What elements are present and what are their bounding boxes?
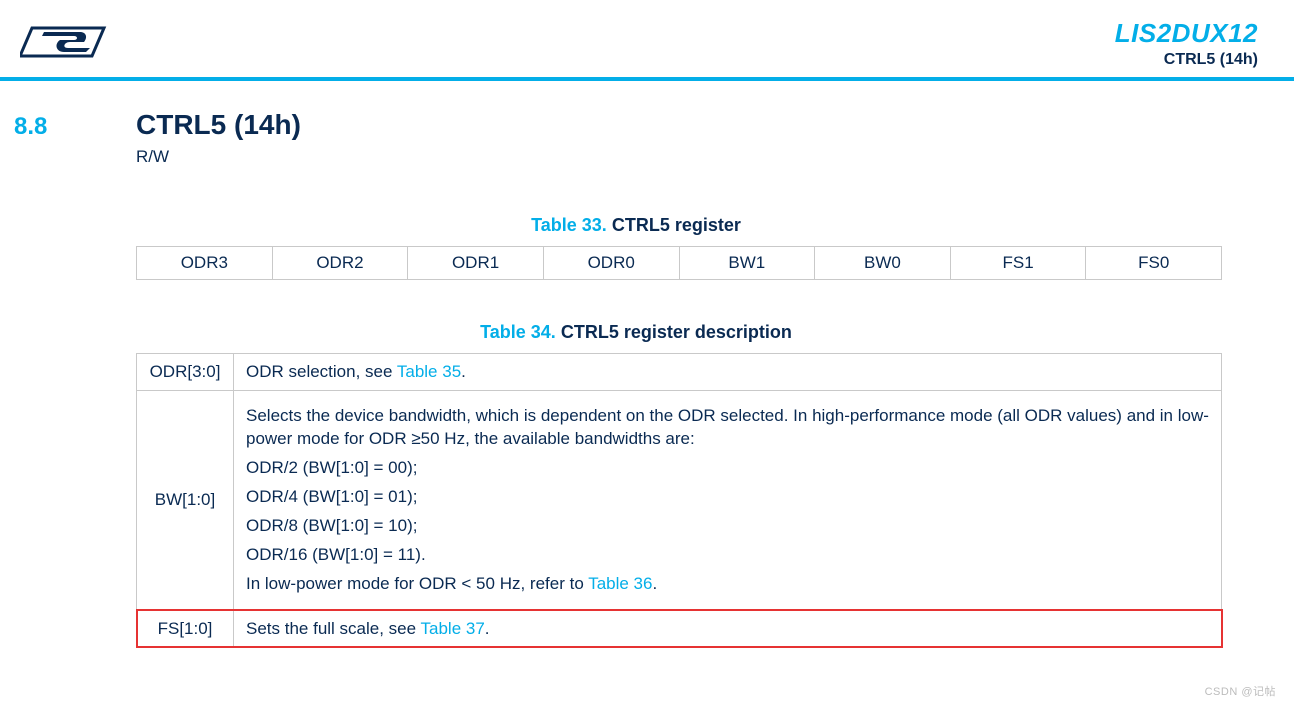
section-number: 8.8 [14,113,136,141]
section-title: CTRL5 (14h) [136,109,301,141]
table33-ref: Table 33. [531,215,607,235]
field-name: ODR[3:0] [137,354,234,391]
section-heading: 8.8 CTRL5 (14h) [14,109,1258,141]
header-right: LIS2DUX12 CTRL5 (14h) [1115,18,1258,69]
desc-text: ODR/4 (BW[1:0] = 01); [246,486,1209,509]
field-desc: ODR selection, see Table 35. [234,354,1222,391]
bit-cell: FS1 [950,247,1086,280]
bit-cell: ODR3 [137,247,273,280]
table-row: ODR3 ODR2 ODR1 ODR0 BW1 BW0 FS1 FS0 [137,247,1222,280]
table-row: ODR[3:0] ODR selection, see Table 35. [137,354,1222,391]
desc-text: ODR/2 (BW[1:0] = 00); [246,457,1209,480]
desc-text: ODR/16 (BW[1:0] = 11). [246,544,1209,567]
table34-caption: Table 34. CTRL5 register description [14,322,1258,343]
content-area: 8.8 CTRL5 (14h) R/W Table 33. CTRL5 regi… [0,81,1294,648]
desc-text: . [461,362,466,381]
st-logo [20,18,116,66]
desc-text: Selects the device bandwidth, which is d… [246,405,1209,451]
field-name: FS[1:0] [137,610,234,647]
desc-text: In low-power mode for ODR < 50 Hz, refer… [246,573,1209,596]
table33: ODR3 ODR2 ODR1 ODR0 BW1 BW0 FS1 FS0 [136,246,1222,280]
table-row: BW[1:0] Selects the device bandwidth, wh… [137,391,1222,611]
table33-name: CTRL5 register [612,215,741,235]
desc-text: ODR/8 (BW[1:0] = 10); [246,515,1209,538]
table34-name: CTRL5 register description [561,322,792,342]
desc-text: ODR selection, see [246,362,397,381]
bit-cell: BW0 [815,247,951,280]
bit-cell: ODR0 [543,247,679,280]
field-desc: Sets the full scale, see Table 37. [234,610,1222,647]
bit-cell: ODR1 [408,247,544,280]
table-row-highlighted: FS[1:0] Sets the full scale, see Table 3… [137,610,1222,647]
page-header: LIS2DUX12 CTRL5 (14h) [0,0,1294,69]
header-subtitle: CTRL5 (14h) [1115,51,1258,69]
table-link[interactable]: Table 37 [421,619,485,638]
field-name: BW[1:0] [137,391,234,611]
access-mode: R/W [136,147,1258,167]
bit-cell: BW1 [679,247,815,280]
table-link[interactable]: Table 35 [397,362,461,381]
product-name: LIS2DUX12 [1115,18,1258,49]
desc-text: . [652,574,657,593]
table34: ODR[3:0] ODR selection, see Table 35. BW… [136,353,1222,648]
desc-text: Sets the full scale, see [246,619,421,638]
table33-caption: Table 33. CTRL5 register [14,215,1258,236]
field-desc: Selects the device bandwidth, which is d… [234,391,1222,611]
bit-cell: ODR2 [272,247,408,280]
desc-text: In low-power mode for ODR < 50 Hz, refer… [246,574,588,593]
desc-text: . [485,619,490,638]
watermark: CSDN @记帖 [1205,683,1276,699]
table-link[interactable]: Table 36 [588,574,652,593]
bit-cell: FS0 [1086,247,1222,280]
table34-ref: Table 34. [480,322,556,342]
